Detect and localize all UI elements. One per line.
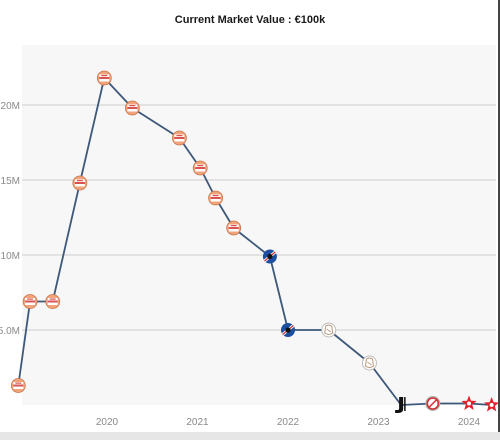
- data-point-psv-badge: [208, 190, 224, 206]
- x-tick-label: 2023: [367, 417, 390, 428]
- data-point-psv-badge: [192, 160, 208, 176]
- y-tick-label: 5.0M: [0, 326, 20, 337]
- data-point-psv-badge: [22, 294, 38, 309]
- data-point-ajax-badge: [361, 355, 377, 371]
- data-point-psv-badge: [72, 175, 88, 191]
- data-point-psv-badge: [226, 220, 242, 236]
- data-point-psv-badge: [45, 294, 61, 309]
- data-point-psv-badge: [171, 130, 187, 146]
- plot-area: [22, 45, 496, 405]
- bottom-shade: [0, 432, 500, 440]
- data-point-psv-badge: [10, 378, 26, 393]
- x-tick-label: 2020: [96, 417, 119, 428]
- y-tick-label: 10M: [1, 251, 20, 262]
- x-tick-label: 2022: [277, 417, 300, 428]
- data-point-juventus-badge: [395, 397, 406, 413]
- data-point-psv-badge: [96, 70, 112, 86]
- chart-title: Current Market Value : €100k: [174, 14, 326, 26]
- right-border: [498, 0, 500, 440]
- y-tick-label: 20M: [1, 101, 20, 112]
- data-point-ajax-badge: [321, 322, 337, 338]
- y-tick-label: 15M: [1, 176, 20, 187]
- data-point-monaco-badge: [425, 396, 441, 411]
- data-point-sampdoria-badge: [281, 323, 295, 337]
- data-point-sampdoria-badge: [262, 249, 277, 264]
- data-point-psv-badge: [124, 100, 140, 116]
- data-point-redstar-badge: [484, 397, 500, 412]
- x-tick-label: 2024: [458, 417, 481, 428]
- series-line: [17, 77, 492, 406]
- x-tick-label: 2021: [186, 417, 209, 428]
- data-point-redstar-badge: [461, 395, 477, 410]
